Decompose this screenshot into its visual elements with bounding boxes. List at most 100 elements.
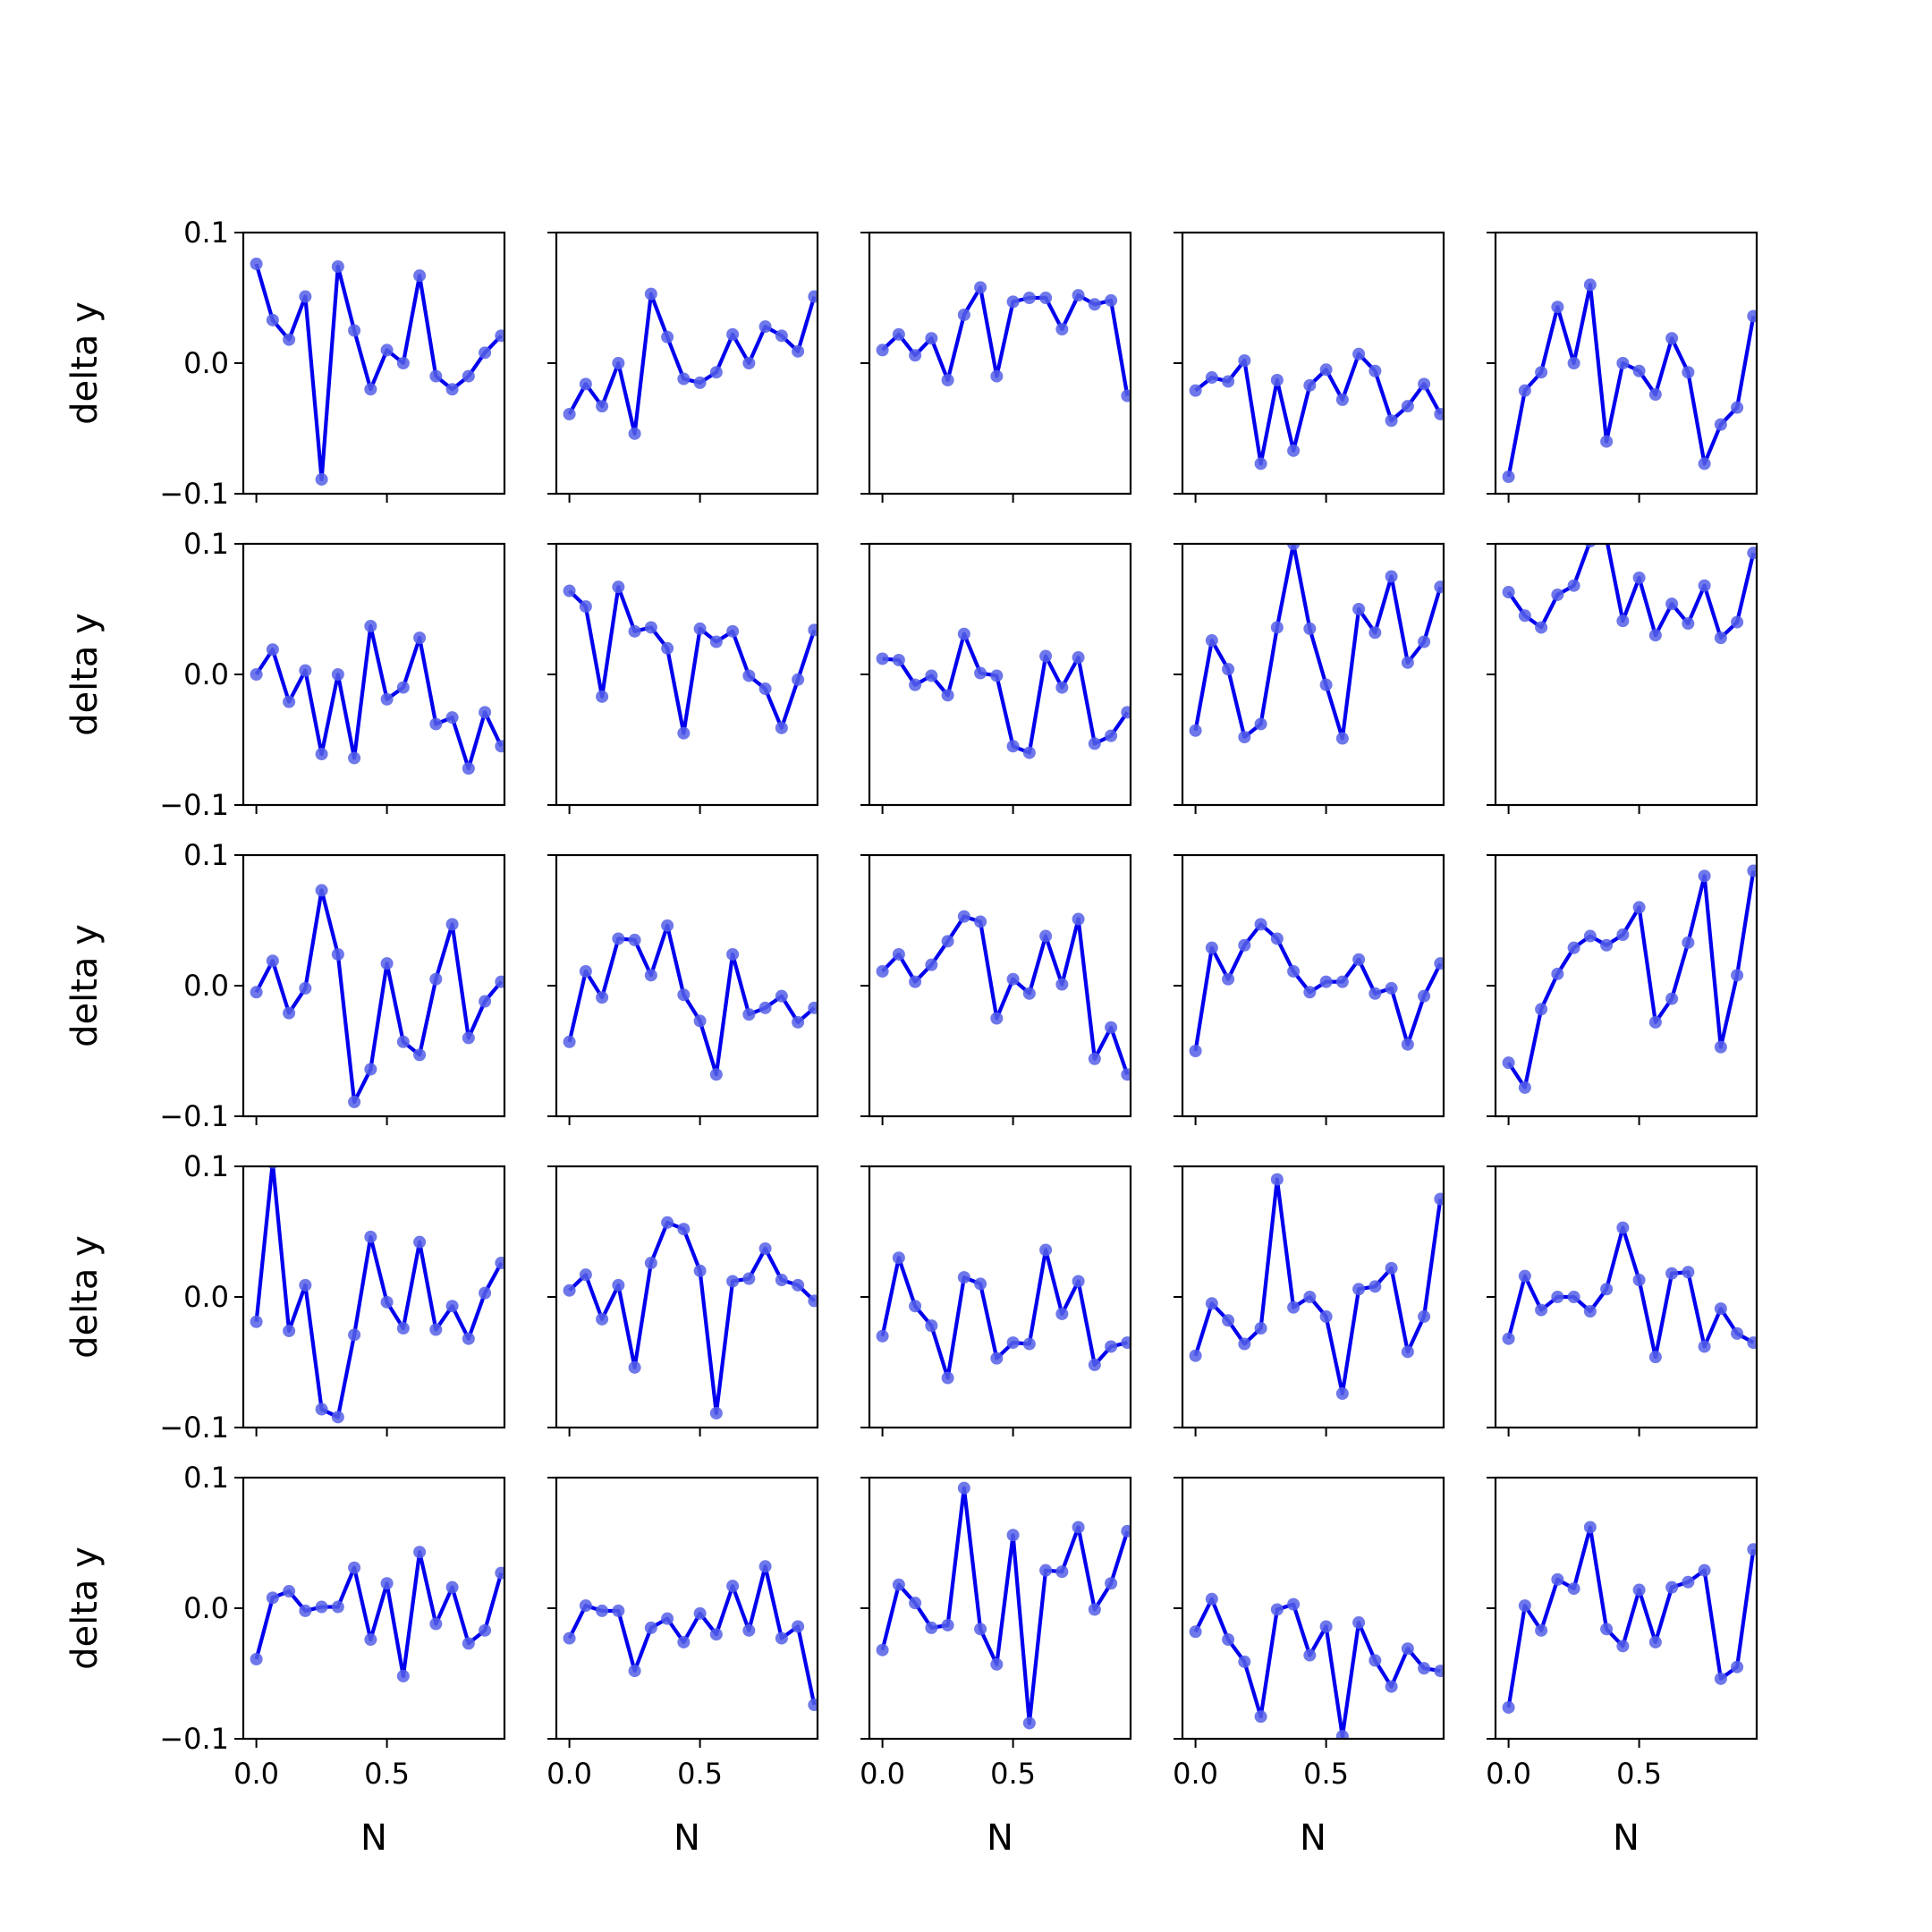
data-point <box>315 1402 328 1416</box>
data-point <box>1072 289 1085 302</box>
axes-frame <box>1181 542 1445 807</box>
data-point <box>1352 1616 1366 1630</box>
data-point <box>1039 929 1053 943</box>
data-point <box>1222 1314 1235 1327</box>
data-point <box>775 989 788 1003</box>
data-point <box>808 1699 818 1712</box>
data-point <box>1105 293 1118 307</box>
data-point <box>941 373 954 386</box>
data-point <box>1698 869 1711 883</box>
data-point <box>1747 547 1757 560</box>
data-point <box>792 1015 805 1029</box>
data-point <box>628 624 641 638</box>
data-point <box>1352 603 1366 615</box>
data-point <box>1616 1640 1630 1653</box>
data-point <box>1600 435 1614 448</box>
axes-frame <box>242 231 506 496</box>
series-line <box>882 631 1130 755</box>
x-axis-label: N <box>1300 1818 1326 1859</box>
series-line <box>1506 870 1756 1089</box>
data-point <box>925 669 938 682</box>
data-point <box>709 1628 723 1641</box>
data-point <box>1385 414 1398 428</box>
x-tick-label: 0.5 <box>364 1757 410 1791</box>
data-point <box>612 580 625 594</box>
data-point <box>1319 975 1333 988</box>
data-point <box>1567 357 1580 369</box>
data-point <box>1518 384 1531 397</box>
data-point <box>1055 323 1069 336</box>
data-point <box>364 1230 377 1243</box>
y-tick-label: −0.1 <box>159 477 229 511</box>
data-point <box>661 330 674 343</box>
x-tick-label: 0.5 <box>990 1757 1036 1791</box>
data-point <box>380 692 394 706</box>
axes-frame <box>1181 1476 1445 1741</box>
data-point <box>661 1216 674 1229</box>
data-point <box>808 290 818 303</box>
data-point <box>1698 457 1711 470</box>
data-point <box>1518 1080 1531 1094</box>
subplot-r1-c3 <box>860 231 1132 503</box>
data-point <box>775 329 788 343</box>
data-point <box>990 369 1004 383</box>
data-point <box>892 1251 905 1265</box>
data-point <box>1022 987 1036 1000</box>
data-point <box>445 711 459 724</box>
plot-area <box>563 580 818 740</box>
subplot-r4-c4 <box>1174 1165 1445 1436</box>
series-line <box>254 1550 504 1679</box>
data-point <box>1747 864 1757 877</box>
data-point <box>1254 918 1267 931</box>
x-axis-label: N <box>674 1818 700 1859</box>
data-point <box>677 1223 691 1236</box>
data-point <box>1319 678 1333 691</box>
data-point <box>1352 953 1366 966</box>
subplot-r5-c2: 0.0 0.5 N <box>547 1476 819 1859</box>
data-point <box>348 324 361 337</box>
plot-area <box>563 1216 818 1419</box>
data-point <box>1518 1599 1531 1613</box>
data-point <box>1088 1052 1101 1065</box>
data-point <box>413 1048 427 1062</box>
data-point <box>1039 649 1053 663</box>
data-point <box>1682 366 1695 379</box>
data-point <box>1303 378 1317 392</box>
data-point <box>1535 621 1548 634</box>
series-line <box>567 1564 817 1706</box>
data-point <box>693 1264 707 1277</box>
data-point <box>742 1272 756 1285</box>
data-point <box>925 1621 938 1634</box>
y-tick-label: 0.1 <box>183 527 229 561</box>
data-point <box>563 584 576 597</box>
y-tick-label: −0.1 <box>159 1099 229 1133</box>
data-point <box>1535 1623 1548 1637</box>
data-point <box>1303 1648 1317 1662</box>
data-point <box>315 1600 328 1614</box>
data-point <box>396 1322 410 1335</box>
data-point <box>1254 717 1267 731</box>
data-point <box>266 313 279 326</box>
axes-frame <box>1494 853 1758 1118</box>
y-axis-label: delta y <box>64 613 106 736</box>
data-point <box>250 1315 263 1328</box>
data-point <box>628 933 641 946</box>
data-point <box>429 972 443 986</box>
data-point <box>445 383 459 396</box>
data-point <box>1502 1056 1515 1070</box>
subplot-r4-c1: −0.1 0.0 0.1 delta y <box>64 1149 506 1445</box>
data-point <box>1105 1577 1118 1590</box>
data-point <box>1401 1642 1414 1656</box>
data-point <box>677 726 691 740</box>
data-point <box>1632 1274 1646 1287</box>
data-point <box>1567 1582 1580 1596</box>
data-point <box>1418 635 1431 648</box>
data-point <box>495 1566 504 1580</box>
data-point <box>1254 1710 1267 1724</box>
data-point <box>1254 1322 1267 1335</box>
data-point <box>1682 617 1695 631</box>
data-point <box>1352 1283 1366 1296</box>
data-point <box>1222 375 1235 388</box>
plot-area <box>1502 1521 1757 1714</box>
